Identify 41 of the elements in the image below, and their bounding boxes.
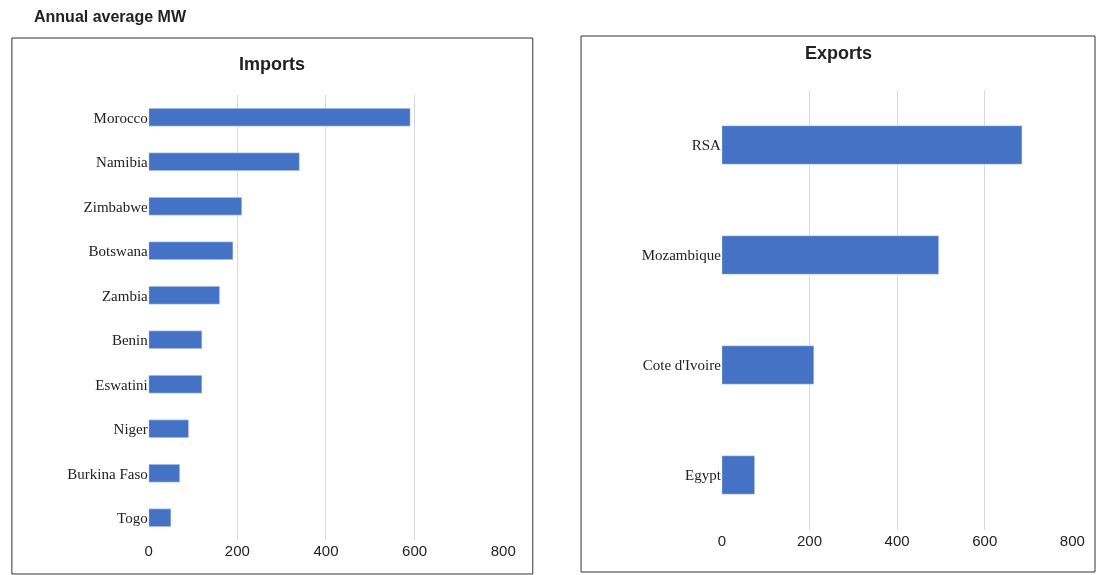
bar	[148, 464, 181, 483]
bar	[721, 235, 939, 275]
bar	[148, 241, 234, 260]
y-tick-label: Egypt	[684, 467, 722, 484]
y-tick-label: Benin	[111, 332, 149, 348]
bar	[721, 345, 815, 385]
x-tick-label: 600	[402, 542, 428, 559]
y-tick-label: Mozambique	[641, 247, 722, 264]
bar	[148, 108, 411, 127]
y-tick-label: Niger	[113, 421, 148, 437]
y-tick-label: Cote d'Ivoire	[642, 357, 722, 374]
x-tick-label: 600	[972, 532, 998, 549]
bar	[721, 455, 755, 495]
bar	[148, 330, 203, 349]
y-tick-label: Zimbabwe	[83, 198, 149, 215]
y-tick-label: Togo	[117, 510, 148, 526]
bar	[148, 286, 220, 305]
bar	[148, 375, 203, 394]
bar	[148, 197, 243, 216]
y-tick-label: RSA	[691, 137, 721, 154]
y-tick-label: Morocco	[93, 109, 148, 126]
y-tick-label: Namibia	[96, 154, 149, 170]
y-tick-label: Eswatini	[95, 376, 148, 393]
y-tick-label: Burkina Faso	[67, 465, 148, 482]
y-tick-label: Botswana	[88, 243, 149, 259]
x-tick-label: 800	[490, 542, 516, 559]
bar	[148, 152, 300, 171]
x-tick-label: 400	[884, 532, 910, 549]
x-tick-label: 200	[796, 532, 822, 549]
bar	[148, 419, 189, 438]
chart-title: Exports	[805, 43, 873, 63]
bar	[148, 508, 172, 527]
y-tick-label: Zambia	[101, 287, 149, 304]
x-tick-label: 0	[144, 542, 153, 559]
x-tick-label: 200	[224, 542, 250, 559]
chart-title: Imports	[239, 54, 306, 74]
text: Annual average MW	[34, 8, 187, 25]
bar	[721, 125, 1023, 165]
x-tick-label: 400	[313, 542, 339, 559]
x-tick-label: 800	[1059, 532, 1085, 549]
x-tick-label: 0	[717, 532, 726, 549]
